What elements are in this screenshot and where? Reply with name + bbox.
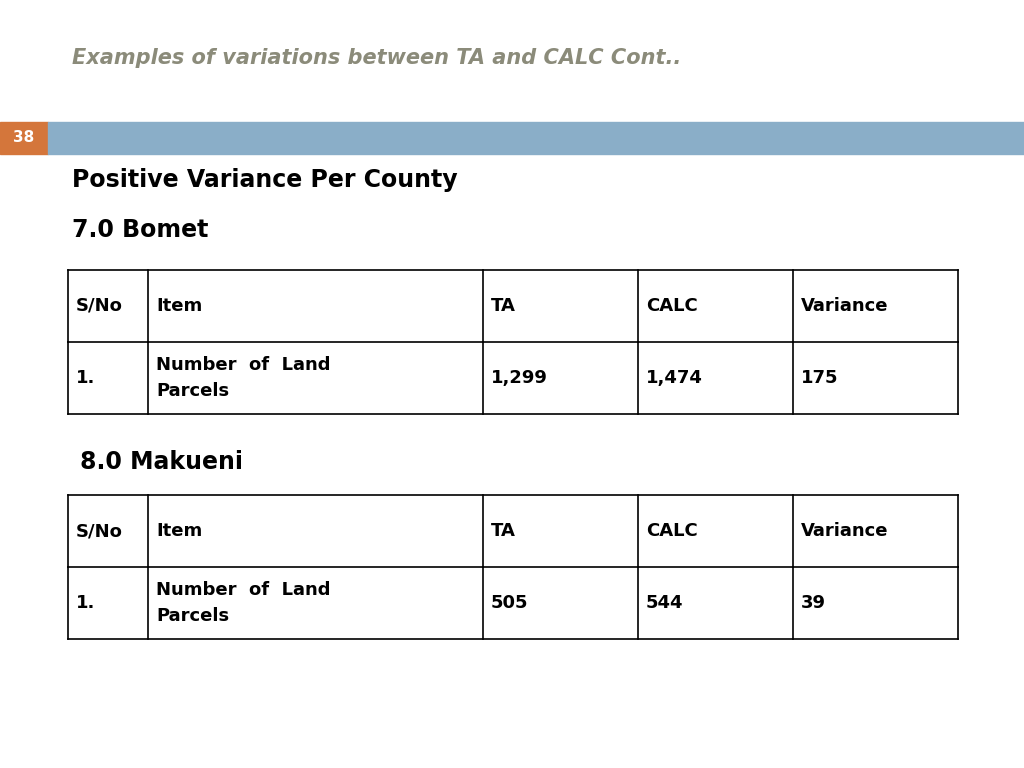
Text: 544: 544 xyxy=(646,594,683,612)
Text: 39: 39 xyxy=(801,594,826,612)
Text: 7.0 Bomet: 7.0 Bomet xyxy=(72,218,208,242)
Text: TA: TA xyxy=(490,522,516,540)
Text: 505: 505 xyxy=(490,594,528,612)
Text: 175: 175 xyxy=(801,369,839,387)
Text: Examples of variations between TA and CALC Cont..: Examples of variations between TA and CA… xyxy=(72,48,681,68)
Text: 1,299: 1,299 xyxy=(490,369,548,387)
Text: 8.0 Makueni: 8.0 Makueni xyxy=(80,450,243,474)
Text: TA: TA xyxy=(490,297,516,315)
Text: Number  of  Land
Parcels: Number of Land Parcels xyxy=(156,356,331,400)
Text: S/No: S/No xyxy=(76,297,123,315)
Bar xyxy=(0,122,48,154)
Text: Item: Item xyxy=(156,297,203,315)
Text: Number  of  Land
Parcels: Number of Land Parcels xyxy=(156,581,331,625)
Text: Variance: Variance xyxy=(801,297,889,315)
Text: 1.: 1. xyxy=(76,594,95,612)
Text: Item: Item xyxy=(156,522,203,540)
Text: S/No: S/No xyxy=(76,522,123,540)
Text: 1.: 1. xyxy=(76,369,95,387)
Text: 38: 38 xyxy=(13,131,35,145)
Text: CALC: CALC xyxy=(646,522,697,540)
Text: 1,474: 1,474 xyxy=(646,369,702,387)
Text: Positive Variance Per County: Positive Variance Per County xyxy=(72,168,458,192)
Text: CALC: CALC xyxy=(646,297,697,315)
Bar xyxy=(48,122,1024,154)
Text: Variance: Variance xyxy=(801,522,889,540)
